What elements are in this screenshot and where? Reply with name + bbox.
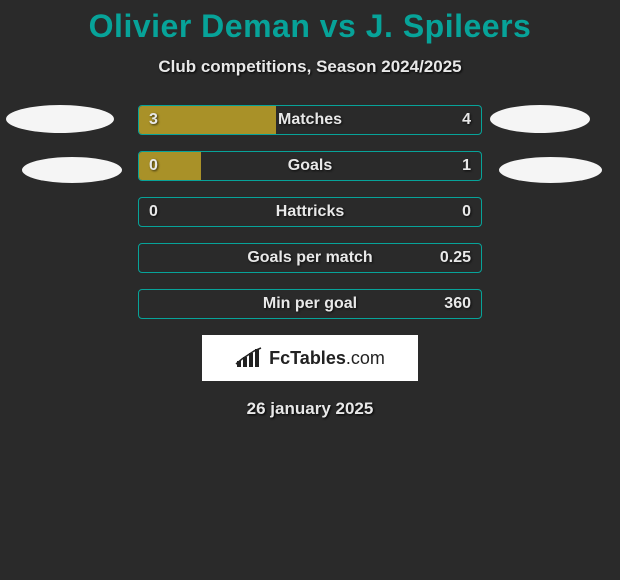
logo-brand: FcTables <box>269 348 346 368</box>
stat-right-value: 4 <box>462 111 471 129</box>
logo-domain: .com <box>346 348 385 368</box>
date-label: 26 january 2025 <box>0 399 620 419</box>
stat-row: 0 Hattricks 0 <box>138 197 482 227</box>
chart-area: 3 Matches 4 0 Goals 1 0 Hattricks 0 Goal… <box>0 105 620 419</box>
comparison-infographic: Olivier Deman vs J. Spileers Club compet… <box>0 0 620 419</box>
player-ellipse-right-1 <box>490 105 590 133</box>
logo-text: FcTables.com <box>269 348 385 369</box>
player-ellipse-left-2 <box>22 157 122 183</box>
player-ellipse-left-1 <box>6 105 114 133</box>
stat-label: Hattricks <box>276 203 344 221</box>
stat-label: Goals per match <box>247 249 372 267</box>
bar-chart-icon <box>235 347 263 369</box>
stat-left-value: 3 <box>149 111 158 129</box>
stat-right-value: 0.25 <box>440 249 471 267</box>
stat-right-value: 360 <box>444 295 471 313</box>
stat-row: 0 Goals 1 <box>138 151 482 181</box>
stat-label: Min per goal <box>263 295 357 313</box>
stat-right-value: 1 <box>462 157 471 175</box>
stat-row: Min per goal 360 <box>138 289 482 319</box>
subtitle: Club competitions, Season 2024/2025 <box>0 57 620 77</box>
stat-left-value: 0 <box>149 203 158 221</box>
stat-row: Goals per match 0.25 <box>138 243 482 273</box>
stat-left-value: 0 <box>149 157 158 175</box>
player-ellipse-right-2 <box>499 157 602 183</box>
stat-label: Matches <box>278 111 342 129</box>
stat-right-value: 0 <box>462 203 471 221</box>
stat-fill <box>139 106 276 134</box>
logo-box: FcTables.com <box>202 335 418 381</box>
page-title: Olivier Deman vs J. Spileers <box>0 8 620 45</box>
stat-label: Goals <box>288 157 332 175</box>
stat-row: 3 Matches 4 <box>138 105 482 135</box>
